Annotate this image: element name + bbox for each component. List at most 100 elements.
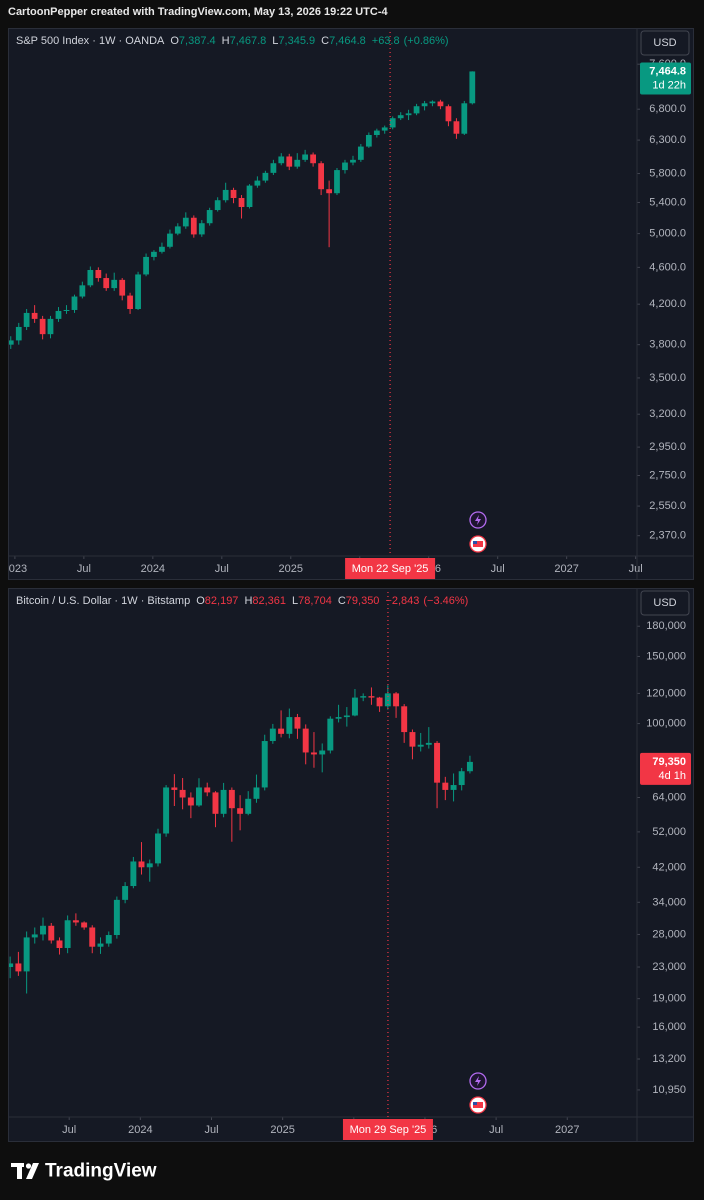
candle-body bbox=[56, 940, 63, 948]
candle-body bbox=[138, 861, 145, 868]
legend-value: 7,467.8 bbox=[230, 35, 267, 47]
chart-panel: 7,600.06,800.06,300.05,800.05,400.05,000… bbox=[3, 28, 694, 580]
candle-body bbox=[458, 771, 465, 786]
candle-body bbox=[8, 340, 14, 345]
candle-body bbox=[350, 159, 356, 163]
candle-body bbox=[155, 833, 161, 864]
legend-key: C bbox=[321, 35, 329, 47]
candle-body bbox=[47, 318, 54, 335]
y-tick-label: 3,500.0 bbox=[649, 372, 686, 384]
candle-body bbox=[174, 226, 181, 234]
candle-body bbox=[450, 785, 457, 790]
crosshair-label: Mon 22 Sep '25 bbox=[352, 563, 429, 575]
candle-body bbox=[81, 922, 88, 928]
y-tick-label: 4,600.0 bbox=[649, 261, 686, 273]
y-tick-label: 34,000 bbox=[652, 896, 686, 908]
x-tick-label: Jul bbox=[215, 563, 229, 575]
candle-body bbox=[222, 189, 229, 201]
panel-border bbox=[8, 588, 694, 1142]
candle-body bbox=[163, 787, 170, 834]
legend: Bitcoin / U.S. Dollar · 1W · Bitstamp O82… bbox=[16, 595, 468, 607]
candle-body bbox=[212, 792, 219, 814]
x-tick-label: Jul bbox=[62, 1124, 76, 1136]
legend-key: L bbox=[292, 595, 298, 607]
candle-body bbox=[167, 233, 173, 247]
chart-panel: 180,000 150,000 120,000 100,000 64,000 52,000… bbox=[8, 588, 694, 1142]
candle-body bbox=[206, 210, 213, 224]
event-icon bbox=[473, 1102, 483, 1108]
candle-body bbox=[319, 750, 326, 755]
candle-body bbox=[417, 744, 424, 747]
candle-body bbox=[171, 787, 178, 790]
candle-body bbox=[342, 162, 348, 171]
candle-body bbox=[270, 163, 277, 173]
candle-body bbox=[365, 134, 372, 147]
countdown-label: 1d 22h bbox=[652, 79, 686, 91]
legend-key: H bbox=[222, 35, 230, 47]
candle-body bbox=[79, 285, 86, 297]
y-tick-label: 100,000 bbox=[646, 718, 686, 730]
candle-body bbox=[397, 115, 404, 119]
candle-body bbox=[262, 172, 269, 181]
y-tick-label: 23,000 bbox=[652, 961, 686, 973]
candle-body bbox=[294, 159, 301, 167]
currency-button[interactable] bbox=[640, 590, 690, 616]
event-icon bbox=[473, 541, 477, 544]
currency-button[interactable] bbox=[640, 30, 690, 56]
x-tick-label: Jul bbox=[204, 1124, 218, 1136]
x-tick-label: 2027 bbox=[554, 563, 578, 575]
candle-body bbox=[72, 920, 79, 923]
last-price-badge bbox=[640, 752, 691, 785]
candle-body bbox=[381, 127, 388, 131]
candle-body bbox=[310, 154, 317, 164]
candle-body bbox=[429, 101, 436, 104]
candle-body bbox=[48, 925, 55, 941]
candle-body bbox=[111, 279, 118, 289]
candle-body bbox=[310, 752, 317, 755]
candle-body bbox=[228, 789, 235, 809]
panel-background bbox=[8, 588, 694, 1142]
event-icon bbox=[475, 515, 481, 525]
y-tick-label: 42,000 bbox=[652, 861, 686, 873]
legend-change-pct: (+0.86%) bbox=[404, 35, 449, 47]
candle-body bbox=[245, 798, 252, 814]
candle-body bbox=[409, 732, 416, 747]
y-tick-label: 180,000 bbox=[646, 620, 686, 632]
candle-body bbox=[278, 728, 285, 734]
x-tick-label: Jul bbox=[491, 563, 505, 575]
candle-body bbox=[23, 312, 30, 327]
legend-value: 82,361 bbox=[252, 595, 286, 607]
candle-body bbox=[196, 787, 202, 806]
crosshair-label: Mon 29 Sep '25 bbox=[350, 1124, 427, 1136]
x-tick-label: 2024 bbox=[128, 1124, 152, 1136]
candle-body bbox=[302, 154, 308, 160]
candle-body bbox=[55, 310, 62, 319]
candle-body bbox=[254, 180, 261, 186]
candle-body bbox=[445, 106, 452, 122]
y-tick-label: 64,000 bbox=[652, 792, 686, 804]
candle-body bbox=[302, 728, 309, 753]
x-tick-label: 2025 bbox=[279, 563, 303, 575]
currency-label: USD bbox=[653, 597, 676, 609]
x-tick-label: 2024 bbox=[141, 563, 165, 575]
candle-body bbox=[246, 185, 253, 207]
legend-key: O bbox=[196, 595, 205, 607]
crosshair-label-bg bbox=[345, 558, 436, 579]
candle-body bbox=[335, 717, 342, 719]
crosshair-label-bg bbox=[342, 1119, 433, 1140]
candle-body bbox=[103, 278, 110, 289]
candle-body bbox=[97, 943, 104, 947]
candle-body bbox=[63, 309, 70, 311]
candle-body bbox=[343, 715, 350, 718]
candle-body bbox=[190, 217, 197, 235]
candle-body bbox=[127, 295, 133, 310]
candle-body bbox=[159, 246, 165, 252]
candle-body bbox=[214, 200, 221, 211]
candle-body bbox=[294, 717, 301, 729]
legend-key: O bbox=[170, 35, 179, 47]
event-icon bbox=[475, 1076, 481, 1086]
candle-body bbox=[261, 741, 268, 788]
y-tick-label: 6,300.0 bbox=[649, 134, 686, 146]
x-tick-label: 2023 bbox=[3, 563, 27, 575]
